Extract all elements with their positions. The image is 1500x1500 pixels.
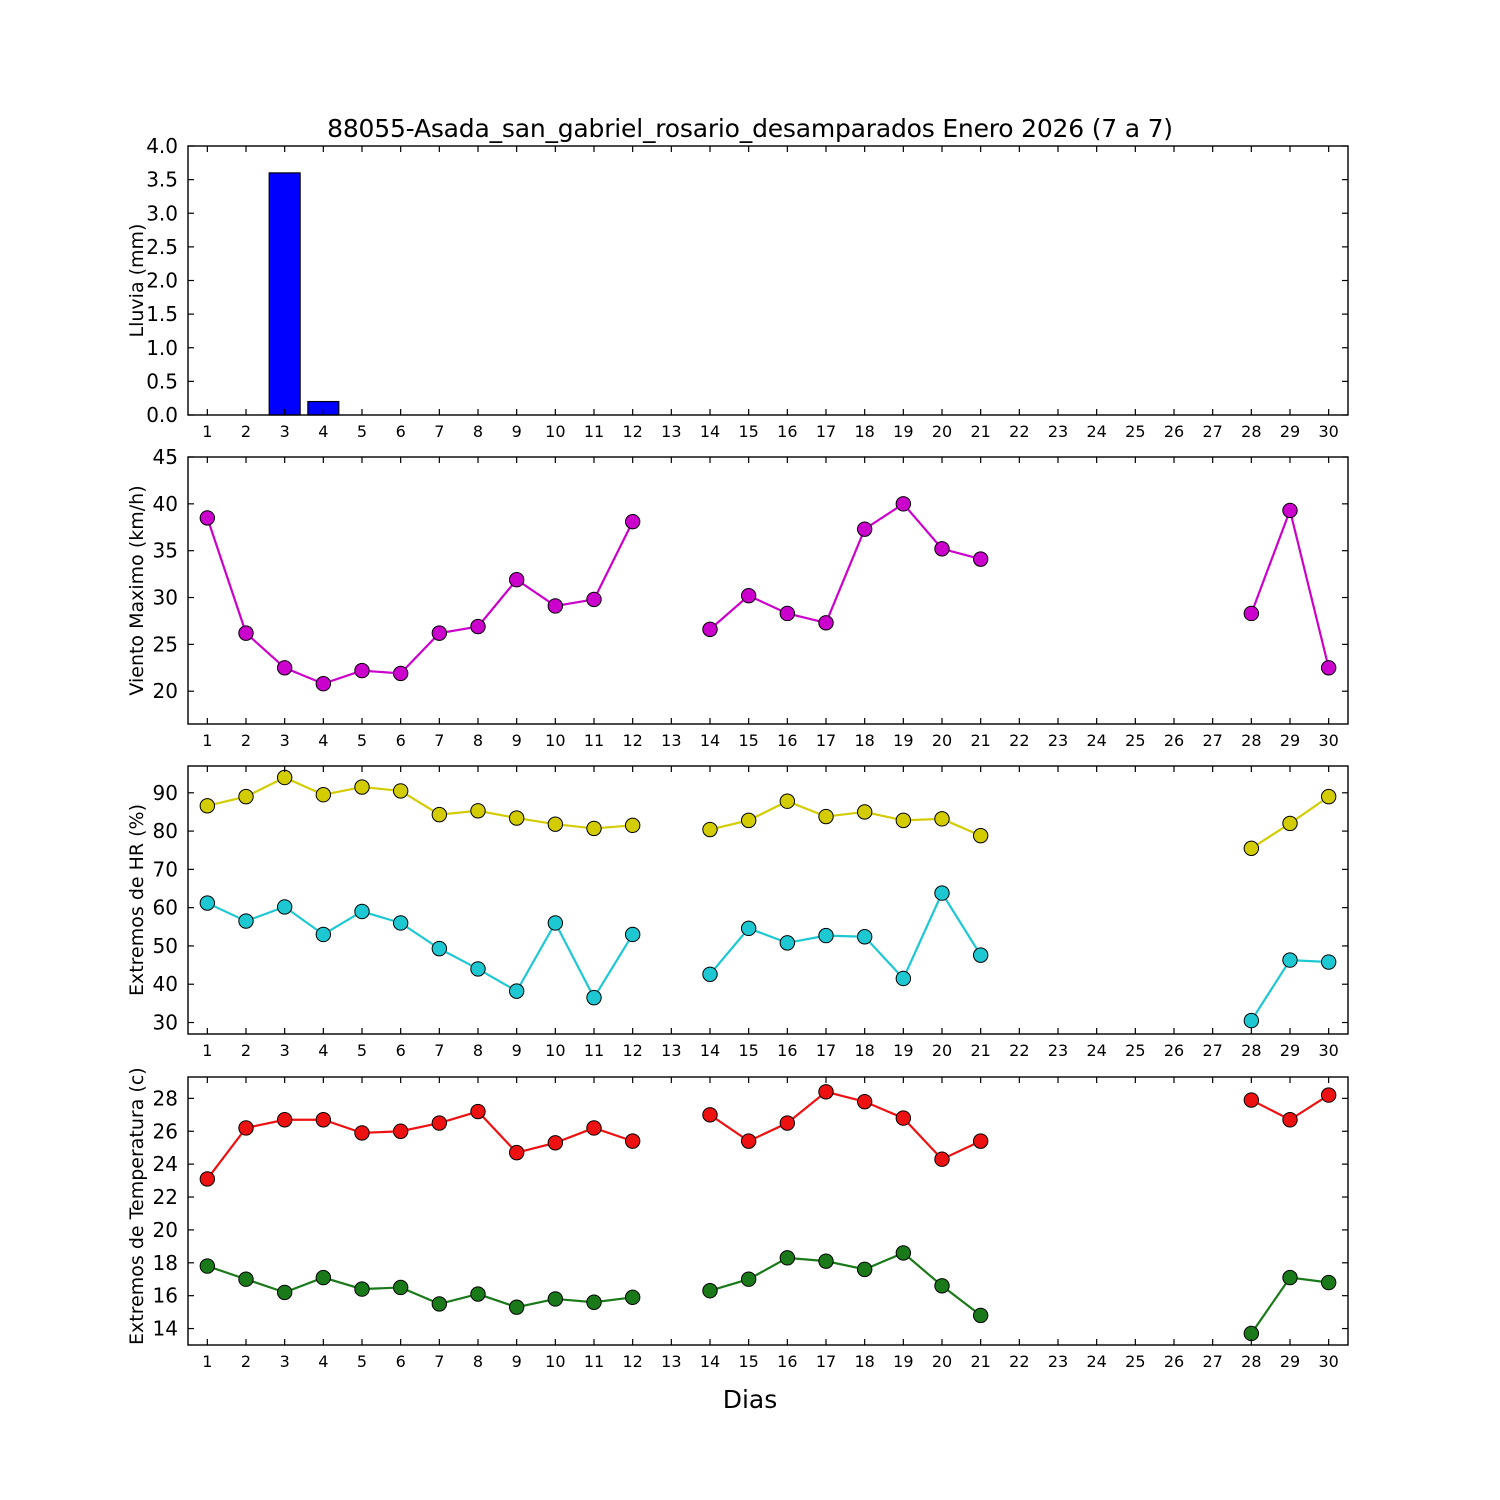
svg-text:21: 21 (970, 1352, 990, 1371)
y-axis-label-temperatura: Extremos de Temperatura (c) (126, 1067, 148, 1345)
marker-temperatura-day-7 (431, 1115, 448, 1131)
marker-temperatura-day-17 (818, 1084, 834, 1100)
svg-text:16: 16 (153, 1284, 178, 1308)
marker-temperatura-day-20 (934, 1278, 950, 1294)
svg-text:14: 14 (153, 1317, 178, 1341)
line-temperatura-1 (206, 1265, 633, 1309)
marker-temperatura-day-10 (547, 1135, 564, 1151)
marker-temperatura-day-12 (624, 1133, 641, 1149)
marker-temperatura-day-11 (586, 1120, 602, 1136)
marker-temperatura-day-12 (624, 1289, 641, 1306)
marker-temperatura-day-17 (818, 1253, 834, 1269)
y-axis-label-viento: Viento Maximo (km/h) (126, 485, 148, 696)
svg-text:4: 4 (318, 1352, 328, 1371)
x-axis-label: Dias (722, 1385, 778, 1414)
svg-text:30: 30 (1318, 1352, 1338, 1371)
marker-temperatura-day-29 (1282, 1112, 1298, 1128)
line-temperatura-1 (1250, 1276, 1329, 1335)
marker-temperatura-day-29 (1282, 1269, 1298, 1286)
marker-temperatura-day-9 (508, 1299, 525, 1315)
svg-text:29: 29 (1280, 1352, 1300, 1371)
svg-text:28: 28 (153, 1086, 178, 1110)
marker-temperatura-day-16 (779, 1115, 796, 1131)
marker-temperatura-day-21 (972, 1133, 989, 1149)
svg-text:22: 22 (1009, 1352, 1029, 1371)
marker-temperatura-day-9 (508, 1144, 525, 1161)
marker-temperatura-day-8 (470, 1103, 486, 1120)
svg-text:1: 1 (202, 1352, 212, 1371)
marker-temperatura-day-30 (1320, 1087, 1337, 1103)
svg-text:27: 27 (1202, 1352, 1222, 1371)
marker-temperatura-day-4 (315, 1269, 332, 1286)
line-temperatura-0 (206, 1110, 634, 1180)
marker-temperatura-day-4 (315, 1112, 332, 1128)
svg-text:23: 23 (1048, 1352, 1068, 1371)
svg-text:10: 10 (545, 1352, 565, 1371)
marker-temperatura-day-6 (392, 1123, 409, 1139)
svg-text:18: 18 (153, 1251, 178, 1275)
svg-text:19: 19 (893, 1352, 913, 1371)
svg-text:7: 7 (434, 1352, 444, 1371)
line-temperatura-0 (1250, 1094, 1330, 1122)
svg-text:24: 24 (153, 1152, 178, 1176)
marker-temperatura-day-18 (856, 1093, 873, 1110)
marker-temperatura-day-3 (276, 1112, 293, 1128)
marker-temperatura-day-14 (702, 1283, 718, 1299)
marker-temperatura-day-15 (740, 1133, 757, 1149)
svg-text:26: 26 (1164, 1352, 1184, 1371)
svg-text:26: 26 (153, 1119, 178, 1143)
marker-temperatura-day-7 (431, 1296, 448, 1312)
svg-text:18: 18 (854, 1352, 874, 1371)
svg-text:25: 25 (1125, 1352, 1145, 1371)
svg-text:12: 12 (622, 1352, 642, 1371)
svg-text:8: 8 (473, 1352, 483, 1371)
marker-temperatura-day-1 (199, 1171, 216, 1187)
svg-text:15: 15 (738, 1352, 758, 1371)
marker-temperatura-day-16 (779, 1250, 796, 1266)
svg-text:16: 16 (777, 1352, 797, 1371)
svg-text:5: 5 (357, 1352, 367, 1371)
svg-text:28: 28 (1241, 1352, 1261, 1371)
y-axis-label-humedad: Extremos de HR (%) (126, 803, 148, 997)
marker-temperatura-day-3 (276, 1284, 293, 1301)
marker-temperatura-day-28 (1243, 1325, 1260, 1342)
marker-temperatura-day-19 (895, 1110, 912, 1126)
svg-text:3: 3 (280, 1352, 290, 1371)
svg-text:6: 6 (396, 1352, 406, 1371)
line-temperatura-1 (709, 1251, 982, 1317)
marker-temperatura-day-5 (354, 1125, 370, 1141)
svg-text:13: 13 (661, 1352, 681, 1371)
marker-temperatura-day-28 (1243, 1092, 1260, 1108)
y-axis-label-lluvia: Lluvia (mm) (126, 223, 148, 338)
marker-temperatura-day-20 (934, 1151, 950, 1167)
marker-temperatura-day-11 (586, 1294, 602, 1310)
marker-temperatura-day-2 (238, 1271, 254, 1287)
svg-text:14: 14 (700, 1352, 720, 1371)
svg-text:11: 11 (584, 1352, 604, 1371)
marker-temperatura-day-10 (547, 1291, 564, 1307)
svg-text:9: 9 (512, 1352, 522, 1371)
svg-text:17: 17 (816, 1352, 836, 1371)
marker-temperatura-day-14 (702, 1107, 718, 1123)
marker-temperatura-day-19 (895, 1245, 912, 1261)
svg-text:22: 22 (153, 1185, 178, 1209)
svg-text:20: 20 (153, 1218, 178, 1242)
marker-temperatura-day-5 (354, 1281, 370, 1297)
marker-temperatura-day-1 (199, 1258, 216, 1274)
svg-text:20: 20 (932, 1352, 952, 1371)
chart-title: 88055-Asada_san_gabriel_rosario_desampar… (327, 114, 1173, 143)
svg-text:24: 24 (1086, 1352, 1106, 1371)
marker-temperatura-day-30 (1320, 1274, 1337, 1291)
marker-temperatura-day-8 (470, 1286, 486, 1302)
marker-temperatura-day-15 (740, 1271, 757, 1287)
svg-text:2: 2 (241, 1352, 251, 1371)
marker-temperatura-day-6 (392, 1279, 409, 1296)
marker-temperatura-day-18 (856, 1261, 873, 1278)
marker-temperatura-day-2 (238, 1120, 254, 1136)
marker-temperatura-day-21 (972, 1307, 989, 1324)
line-temperatura-0 (709, 1090, 982, 1161)
